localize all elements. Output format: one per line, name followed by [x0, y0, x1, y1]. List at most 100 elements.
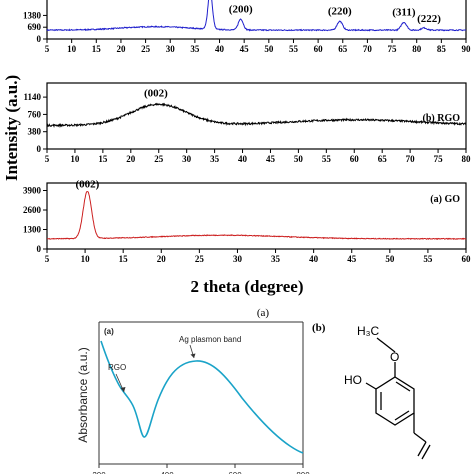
x-tick-label: 55	[289, 44, 299, 54]
x-tick-label: 70	[363, 44, 373, 54]
x-tick-label: 60	[350, 154, 360, 164]
peak-labels: (200) (220) (311)(222)	[229, 3, 441, 25]
x-ticks: 5 10 15 20 25 30 35 40 45 50 55 60 65 70 75 80 85 90	[45, 39, 471, 54]
peak-labels: (002)	[75, 179, 99, 191]
xrd-line-go	[46, 191, 467, 241]
x-tick-label: 20	[157, 254, 167, 264]
x-ticks: 5 10 15 20 25 30 35 40 45 50 55 60 65 70 75 80	[45, 149, 471, 164]
xrd-panel-ag-rgo-frame	[46, 0, 467, 40]
x-tick-label: 20	[126, 154, 136, 164]
y-tick-label: 0	[37, 34, 42, 44]
bond-ring-hydroxyl	[365, 382, 377, 390]
x-tick-label: 85	[437, 44, 447, 54]
y-tick-label: 690	[28, 22, 42, 32]
y-tick-label: 2600	[23, 205, 42, 215]
x-tick-label: 80	[412, 44, 422, 54]
chemical-structure-panel: (b) H₃C O HO	[312, 322, 431, 460]
peak-label: (002)	[144, 88, 168, 100]
y-ticks: 0 380 760 1140	[23, 92, 47, 154]
y-tick-label: 3900	[23, 186, 42, 196]
x-tick-label: 70	[406, 154, 416, 164]
uv-vis-panel: 200 400 600 800 Absorbance (a.u.) (a) RGO A…	[76, 321, 310, 474]
x-tick-label: 40	[238, 154, 248, 164]
x-tick-label: 60	[462, 254, 472, 264]
vinyl-double-bond-b	[421, 444, 431, 460]
y-tick-label: 0	[37, 144, 42, 154]
x-tick-label: 90	[462, 44, 472, 54]
uv-arrow-rgo-head	[120, 387, 126, 392]
x-tick-label: 65	[338, 44, 348, 54]
bond-oxygen-methyl	[376, 337, 396, 353]
peak-label: (311)	[392, 7, 416, 19]
x-tick-label: 45	[266, 154, 276, 164]
x-tick-label: 40	[215, 44, 225, 54]
xrd-line-rgo	[46, 102, 467, 129]
uv-x-tick-label: 600	[228, 471, 242, 474]
x-tick-label: 50	[264, 44, 274, 54]
vinyl-bond-1	[413, 432, 427, 443]
x-tick-label: 25	[154, 154, 164, 164]
vinyl-double-bond-a	[417, 441, 427, 457]
x-tick-label: 75	[388, 44, 398, 54]
x-tick-label: 10	[81, 254, 91, 264]
y-axis-title: Intensity (a.u.)	[2, 75, 21, 181]
x-tick-label: 55	[322, 154, 332, 164]
x-tick-label: 30	[233, 254, 243, 264]
x-tick-label: 20	[116, 44, 126, 54]
uv-panel-label: (a)	[104, 327, 114, 336]
y-tick-label: 1300	[23, 225, 42, 235]
x-tick-label: 55	[423, 254, 433, 264]
x-ticks: 5 10 15 20 25 30 35 40 45 50 55 60	[45, 249, 471, 264]
x-tick-label: 50	[385, 254, 395, 264]
benzene-ring	[365, 337, 431, 460]
x-tick-label: 5	[45, 154, 50, 164]
x-tick-label: 60	[314, 44, 324, 54]
uv-absorbance-line	[100, 340, 304, 454]
x-tick-label: 25	[195, 254, 205, 264]
uv-x-tick-label: 200	[92, 471, 106, 474]
uv-y-axis-title: Absorbance (a.u.)	[76, 347, 90, 442]
x-tick-label: 65	[378, 154, 388, 164]
y-tick-label: 380	[28, 127, 42, 137]
ring-double-bond-2	[394, 410, 410, 421]
x-tick-label: 35	[271, 254, 281, 264]
x-tick-label: 5	[45, 44, 50, 54]
x-tick-label: 40	[309, 254, 319, 264]
xrd-panel-rgo-frame	[46, 82, 467, 150]
chem-methyl-label: H₃C	[357, 324, 380, 338]
x-tick-label: 30	[182, 154, 192, 164]
x-tick-label: 15	[92, 44, 102, 54]
xrd-panel-ag-rgo: 0 690 1380 5 10 15 20 25 30 35 40 45 50 55 60 65 70 75 80…	[23, 0, 471, 54]
x-tick-label: 45	[347, 254, 357, 264]
x-tick-label: 15	[98, 154, 108, 164]
xrd-panel-rgo: 0 380 760 1140 5 10 15 20 25 30 35 40 45 50 55 60 65 70 7…	[23, 82, 471, 164]
x-tick-label: 15	[119, 254, 129, 264]
x-tick-label: 50	[294, 154, 304, 164]
peak-label: (002)	[75, 179, 99, 191]
peak-label: (220)	[328, 6, 352, 18]
y-ticks: 0 690 1380	[23, 10, 47, 44]
uv-annotation-plasmon: Ag plasmon band	[179, 335, 241, 344]
uv-arrow-plasmon-head	[190, 353, 196, 358]
x-axis-title: 2 theta (degree)	[191, 277, 304, 296]
panel-label-rgo: (b) RGO	[423, 113, 461, 124]
uv-annotation-rgo: RGO	[108, 363, 126, 372]
x-tick-label: 35	[190, 44, 200, 54]
structure-panel-label: (b)	[312, 322, 326, 334]
panel-label-go: (a) GO	[430, 194, 460, 205]
x-tick-label: 25	[141, 44, 151, 54]
uv-x-tick-label: 400	[160, 471, 174, 474]
x-tick-label: 10	[70, 154, 80, 164]
figure-caption: (a)	[257, 307, 270, 319]
chem-oxygen-label: O	[390, 350, 399, 364]
x-tick-label: 35	[210, 154, 220, 164]
uv-x-ticks: 200 400 600 800	[92, 464, 310, 474]
y-tick-label: 0	[37, 244, 42, 254]
x-tick-label: 75	[434, 154, 444, 164]
peak-labels: (002)	[144, 88, 168, 100]
y-ticks: 0 1300 2600 3900	[23, 186, 47, 254]
xrd-panel-go-frame	[46, 182, 467, 250]
y-tick-label: 1380	[23, 10, 42, 20]
y-tick-label: 1140	[23, 92, 41, 102]
